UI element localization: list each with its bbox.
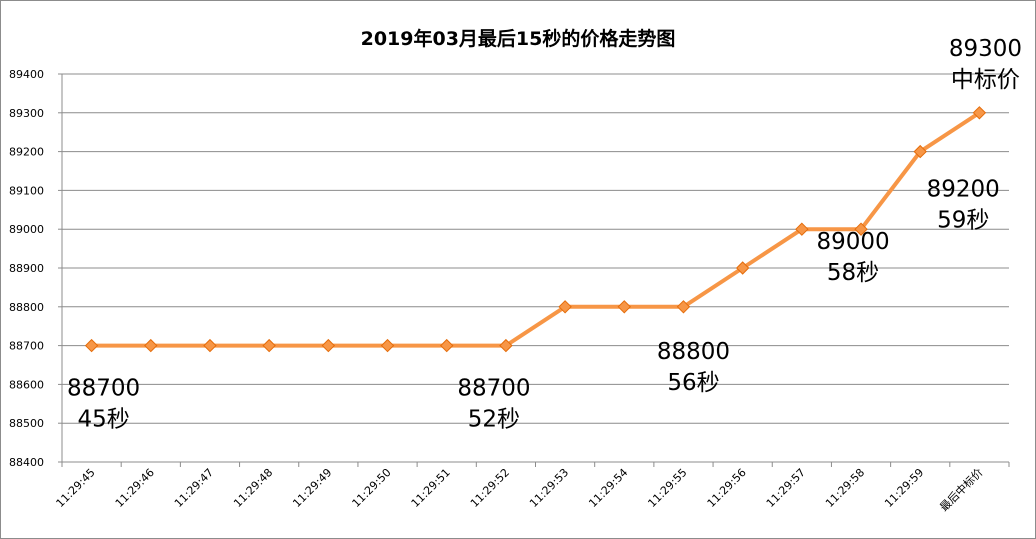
x-tick-label: 11:29:48 bbox=[231, 466, 275, 510]
x-tick-label: 11:29:47 bbox=[172, 466, 216, 510]
y-axis-ticks: 88400 88500 88600 88700 88800 88900 89000 89100… bbox=[9, 68, 44, 469]
y-tick-label: 89400 bbox=[9, 68, 44, 81]
x-tick-label: 11:29:55 bbox=[645, 466, 689, 510]
x-tick-label: 11:29:57 bbox=[764, 466, 808, 510]
data-point bbox=[854, 222, 868, 236]
x-tick-label: 11:29:59 bbox=[882, 466, 926, 510]
y-tick-label: 89000 bbox=[9, 223, 44, 236]
x-axis-ticks: 11:29:45 11:29:46 11:29:47 11:29:48 11:29:49… bbox=[54, 462, 1010, 514]
data-label: 89000 bbox=[816, 229, 889, 255]
y-tick-label: 89200 bbox=[9, 146, 44, 159]
y-tick-label: 88800 bbox=[9, 301, 44, 314]
data-point bbox=[321, 338, 336, 353]
x-tick-label: 11:29:52 bbox=[468, 466, 512, 510]
x-tick-label: 11:29:45 bbox=[54, 466, 98, 510]
data-point bbox=[676, 300, 691, 314]
data-point bbox=[144, 338, 158, 353]
y-tick-label: 89100 bbox=[9, 184, 44, 197]
chart-title: 2019年03月最后15秒的价格走势图 bbox=[361, 27, 676, 50]
series-group bbox=[84, 106, 987, 353]
data-label: 56秒 bbox=[667, 370, 719, 396]
data-label: 中标价 bbox=[951, 67, 1020, 93]
data-label: 89200 bbox=[927, 177, 1000, 203]
x-tick-label: 11:29:50 bbox=[350, 466, 394, 510]
data-label: 89300 bbox=[949, 36, 1022, 62]
data-label: 88700 bbox=[67, 376, 140, 402]
y-tick-label: 88900 bbox=[9, 262, 44, 275]
x-tick-label: 11:29:46 bbox=[113, 466, 157, 510]
y-tick-label: 88400 bbox=[9, 456, 44, 469]
data-label: 58秒 bbox=[827, 260, 879, 286]
x-tick-label: 11:29:51 bbox=[409, 466, 453, 510]
annotations: 88700 45秒 88700 52秒 88800 56秒 89000 58秒 89200 59秒… bbox=[67, 36, 1022, 433]
data-label: 45秒 bbox=[77, 407, 129, 433]
data-point bbox=[795, 222, 809, 236]
x-tick-label: 11:29:49 bbox=[290, 466, 334, 510]
data-point bbox=[558, 300, 572, 314]
data-point bbox=[972, 106, 987, 120]
y-tick-label: 88700 bbox=[9, 340, 44, 353]
x-tick-label: 11:29:53 bbox=[527, 466, 571, 510]
data-point bbox=[617, 300, 631, 314]
data-label: 88700 bbox=[457, 376, 530, 402]
data-point bbox=[84, 338, 99, 353]
data-point bbox=[262, 338, 276, 353]
x-tick-label: 11:29:54 bbox=[586, 466, 630, 510]
data-label: 88800 bbox=[657, 339, 730, 365]
data-point bbox=[203, 338, 217, 353]
x-tick-label: 最后中标价 bbox=[937, 465, 986, 514]
data-point bbox=[913, 144, 927, 159]
y-tick-label: 89300 bbox=[9, 107, 44, 120]
data-label: 52秒 bbox=[468, 407, 520, 433]
data-point bbox=[735, 261, 750, 275]
x-tick-label: 11:29:58 bbox=[823, 466, 867, 510]
data-point bbox=[499, 338, 513, 353]
x-tick-label: 11:29:56 bbox=[705, 466, 749, 510]
data-point bbox=[380, 338, 395, 353]
y-tick-label: 88600 bbox=[9, 378, 44, 391]
series-line bbox=[89, 110, 982, 348]
y-tick-label: 88500 bbox=[9, 417, 44, 430]
data-label: 59秒 bbox=[937, 208, 989, 234]
data-point bbox=[440, 338, 454, 353]
